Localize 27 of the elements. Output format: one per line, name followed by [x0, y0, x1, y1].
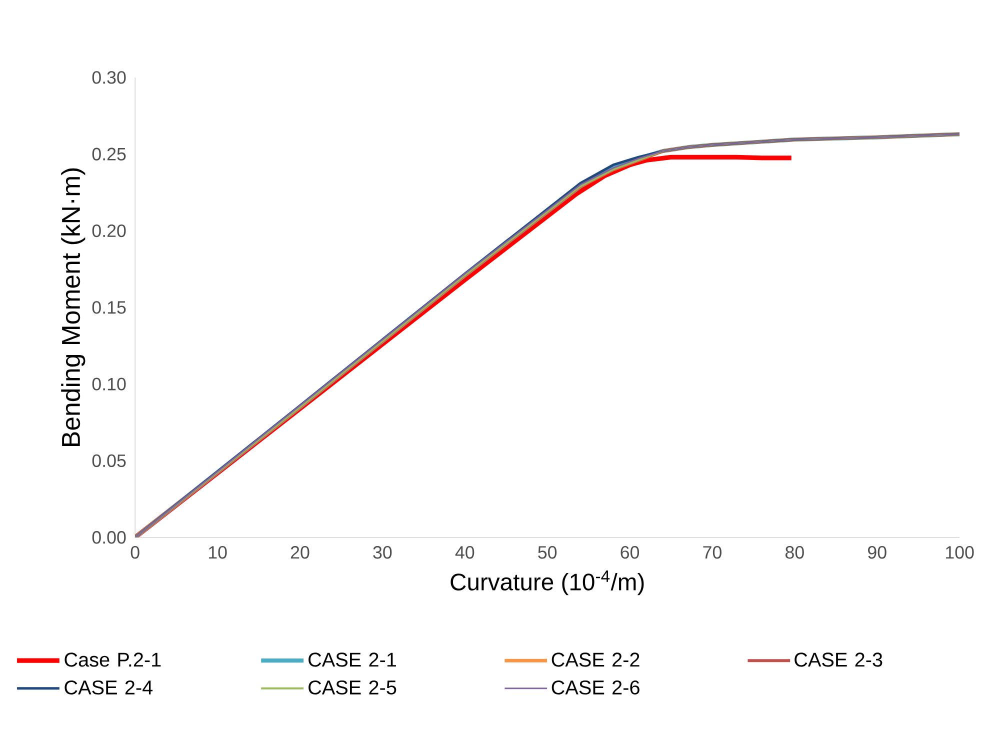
legend-label: CASE 2-5 — [308, 680, 396, 694]
y-axis-title: Bending Moment (kN·m) — [61, 168, 86, 446]
y-tick-label: 0.15 — [92, 301, 126, 314]
legend-label: CASE 2-2 — [552, 652, 640, 667]
y-tick-label: 0.20 — [92, 224, 126, 238]
x-tick-label: 60 — [620, 546, 640, 559]
x-tick-label: 30 — [373, 546, 392, 559]
x-tick-label: 10 — [208, 546, 227, 559]
x-tick-label: 90 — [868, 546, 886, 559]
y-tick-label: 0.10 — [92, 378, 126, 390]
y-tick-label: 0.25 — [92, 148, 126, 160]
x-tick-label: 40 — [455, 546, 474, 559]
x-tick-label: 80 — [786, 546, 804, 559]
legend-label: CASE 2-3 — [794, 652, 882, 667]
x-tick-label: 20 — [290, 546, 310, 559]
y-tick-label: 0.00 — [92, 531, 126, 544]
legend-label: CASE 2-4 — [64, 680, 153, 694]
legend-label: Case P.2-1 — [64, 652, 161, 667]
x-axis-title: Curvature (10$^{-4}$/m) — [450, 570, 644, 596]
y-tick-label: 0.05 — [92, 454, 126, 468]
x-tick-label: 0 — [130, 546, 140, 559]
legend-label: CASE 2-1 — [308, 652, 396, 667]
x-tick-label: 70 — [703, 546, 722, 559]
y-tick-label: 0.30 — [92, 71, 126, 84]
x-tick-label: 100 — [946, 546, 974, 559]
legend-label: CASE 2-6 — [552, 680, 640, 694]
x-tick-label: 50 — [538, 546, 557, 559]
